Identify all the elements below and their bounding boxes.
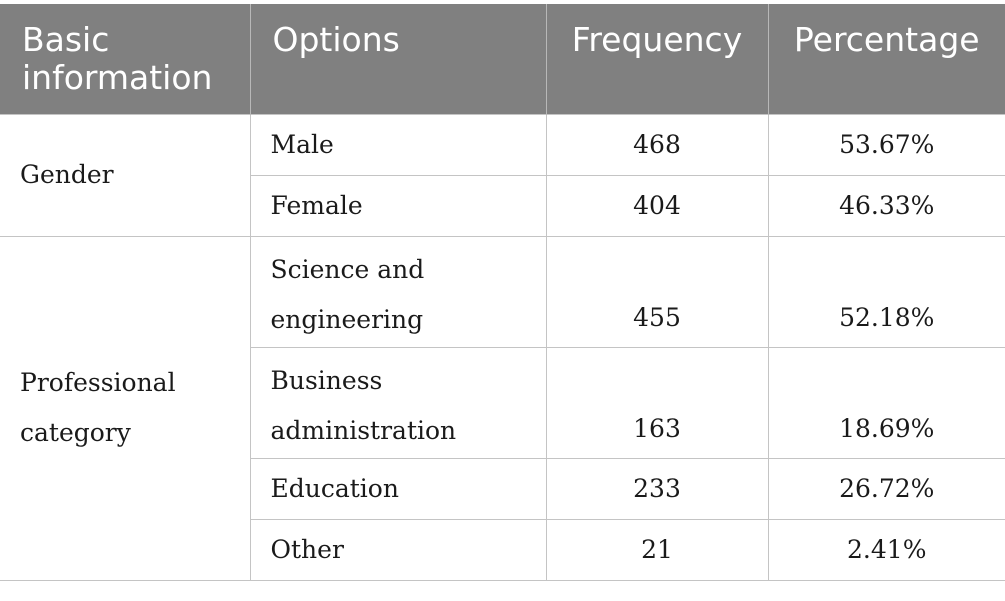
option-cell: Business administration bbox=[250, 346, 547, 459]
frequency-cell: 468 bbox=[545, 113, 769, 176]
option-cell: Other bbox=[250, 518, 547, 581]
table-row: Business administration 163 18.69% bbox=[0, 346, 1005, 459]
header-row: Basic information Options Frequency Perc… bbox=[0, 4, 1005, 114]
table-row: Other 21 2.41% bbox=[0, 518, 1005, 581]
option-cell: Education bbox=[250, 457, 547, 520]
category-cell-gender: Gender bbox=[0, 113, 251, 237]
percentage-cell: 52.18% bbox=[767, 235, 1005, 348]
header-frequency: Frequency bbox=[545, 4, 768, 114]
table-row: Female 404 46.33% bbox=[0, 174, 1005, 237]
table-header: Basic information Options Frequency Perc… bbox=[0, 4, 1005, 114]
percentage-cell: 2.41% bbox=[767, 518, 1005, 581]
header-basic-information: Basic information bbox=[0, 4, 250, 114]
option-cell: Male bbox=[249, 113, 547, 176]
option-cell: Female bbox=[250, 174, 547, 237]
frequency-cell: 163 bbox=[545, 346, 769, 459]
category-cell-professional: Professional category bbox=[0, 235, 251, 581]
percentage-cell: 53.67% bbox=[767, 113, 1005, 176]
table-row: Education 233 26.72% bbox=[0, 457, 1005, 520]
frequency-cell: 233 bbox=[545, 457, 769, 520]
table-body: Gender Male 468 53.67% Female 404 46.33%… bbox=[0, 113, 1005, 581]
table-row: Professional category Science and engine… bbox=[0, 235, 1005, 581]
frequency-cell: 404 bbox=[545, 174, 769, 237]
basic-information-table: Basic information Options Frequency Perc… bbox=[0, 4, 1005, 581]
table-row: Gender Male 468 53.67% bbox=[0, 113, 1005, 237]
percentage-cell: 18.69% bbox=[767, 346, 1005, 459]
frequency-cell: 21 bbox=[545, 518, 769, 581]
percentage-cell: 46.33% bbox=[767, 174, 1005, 237]
percentage-cell: 26.72% bbox=[767, 457, 1005, 520]
header-options: Options bbox=[249, 4, 546, 114]
header-percentage: Percentage bbox=[767, 4, 1005, 114]
frequency-cell: 455 bbox=[545, 235, 769, 348]
option-cell: Science and engineering bbox=[249, 235, 547, 348]
